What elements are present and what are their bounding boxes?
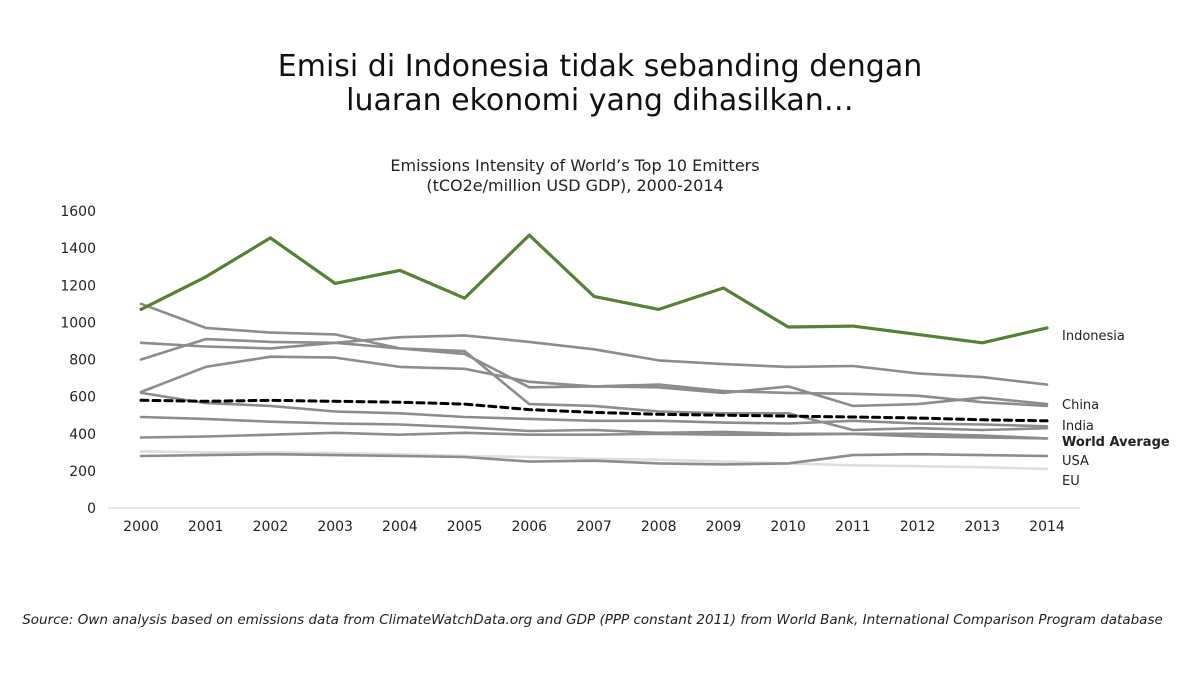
y-tick-label: 1600: [60, 204, 96, 220]
y-tick-label: 1400: [60, 241, 96, 257]
chart-title-block: Emissions Intensity of World’s Top 10 Em…: [0, 156, 1150, 196]
series-line-china: [139, 337, 1049, 432]
series-line-world-average: [139, 398, 1049, 423]
series-line-10: [139, 452, 1049, 466]
x-tick-label: 2008: [641, 519, 677, 535]
headline: Emisi di Indonesia tidak sebanding denga…: [0, 50, 1200, 118]
x-tick-label: 2001: [188, 519, 224, 535]
y-tick-label: 1200: [60, 278, 96, 294]
x-tick-label: 2009: [706, 519, 742, 535]
series-line-eu: [139, 450, 1049, 471]
series-label-indonesia: Indonesia: [1062, 329, 1125, 344]
x-tick-label: 2006: [511, 519, 547, 535]
series-label-world-average: World Average: [1062, 435, 1170, 450]
chart-title: Emissions Intensity of World’s Top 10 Em…: [390, 156, 760, 175]
series-line-usa: [139, 415, 1049, 440]
x-tick-label: 2010: [770, 519, 806, 535]
x-tick-label: 2002: [253, 519, 289, 535]
series-label-eu: EU: [1062, 474, 1080, 489]
x-tick-label: 2003: [317, 519, 353, 535]
y-tick-label: 800: [69, 353, 96, 369]
x-tick-label: 2011: [835, 519, 871, 535]
series-line-indonesia: [139, 233, 1049, 345]
y-tick-label: 0: [87, 501, 96, 517]
x-tick-label: 2014: [1029, 519, 1065, 535]
headline-line-2: luaran ekonomi yang dihasilkan…: [346, 83, 854, 118]
source-note: Source: Own analysis based on emissions …: [22, 612, 1163, 628]
y-tick-label: 200: [69, 464, 96, 480]
y-tick-label: 600: [69, 390, 96, 406]
x-tick-label: 2005: [447, 519, 483, 535]
y-tick-label: 1000: [60, 315, 96, 331]
chart-subtitle: (tCO2e/million USD GDP), 2000-2014: [426, 176, 724, 195]
x-tick-label: 2007: [576, 519, 612, 535]
series-line-9: [139, 431, 1049, 440]
x-tick-label: 2013: [964, 519, 1000, 535]
series-line-india: [139, 355, 1049, 408]
x-tick-label: 2004: [382, 519, 418, 535]
series-label-usa: USA: [1062, 454, 1089, 469]
series-label-india: India: [1062, 419, 1094, 434]
series-line-7: [139, 334, 1049, 386]
x-tick-label: 2000: [123, 519, 159, 535]
series-line-6: [139, 302, 1049, 408]
headline-line-1: Emisi di Indonesia tidak sebanding denga…: [277, 49, 923, 84]
series-line-8: [139, 391, 1049, 428]
x-tick-label: 2012: [900, 519, 936, 535]
y-tick-label: 400: [69, 427, 96, 443]
series-label-china: China: [1062, 398, 1099, 413]
